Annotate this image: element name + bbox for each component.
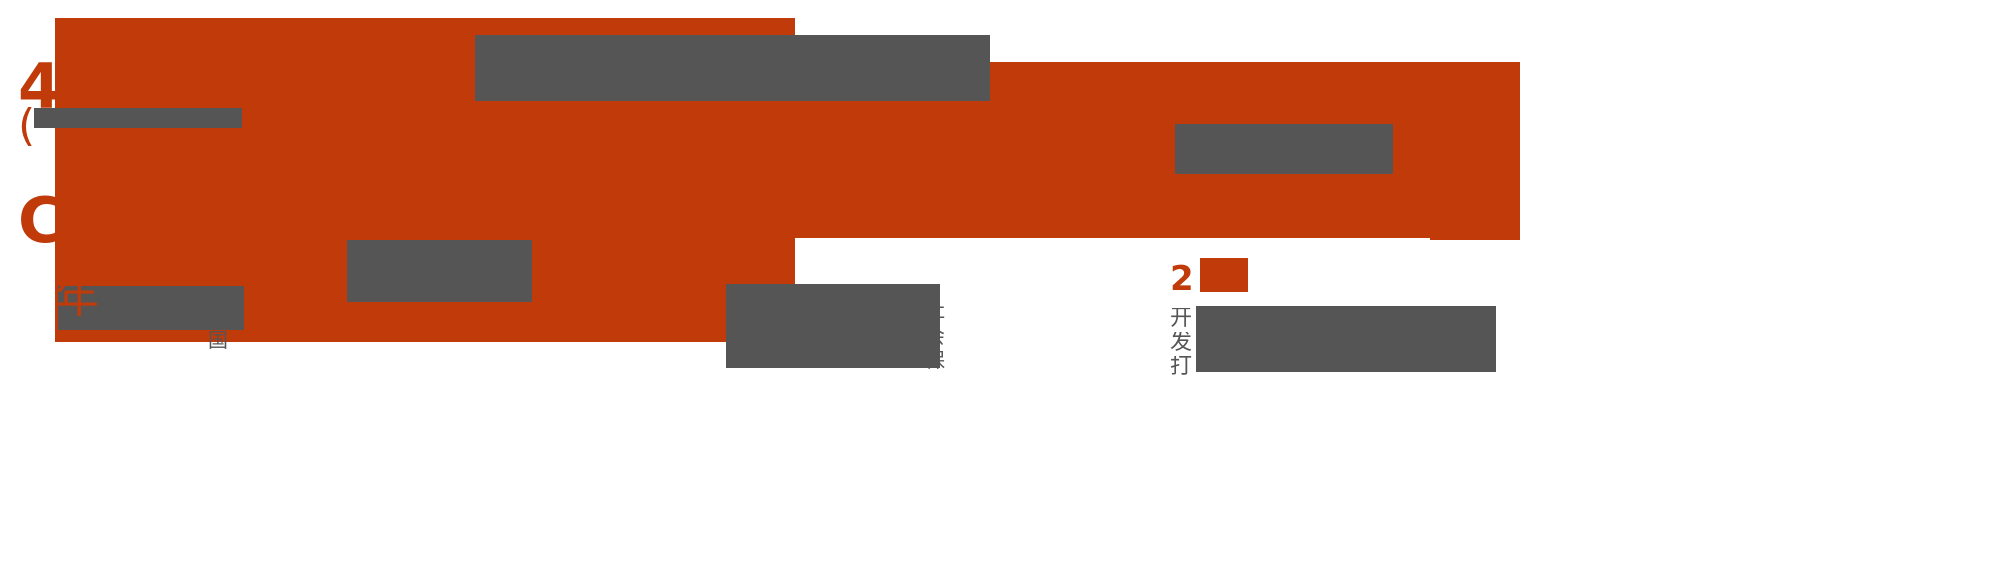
text-fragment-bottom-center-3: 保 — [925, 350, 945, 370]
text-fragment-bottom-center-1: 社 — [925, 300, 945, 320]
text-fragment-left-of-gray-2: 国 — [208, 330, 228, 350]
orange-redaction-block-year — [1200, 258, 1248, 292]
gray-redaction-block-mid-left — [347, 240, 532, 302]
gray-redaction-block-right-upper — [1175, 124, 1393, 174]
text-fragment-center-3: 及 — [790, 86, 807, 103]
white-notch-right — [1120, 238, 1430, 250]
right-column-body-line-3: 打 — [1170, 356, 1193, 378]
text-fragment-center-2: 年 — [790, 62, 807, 79]
orange-redaction-block-right-tab — [1430, 215, 1520, 240]
text-fragment-bottom-center-2: 会 — [925, 326, 945, 346]
text-fragment-left-d: 年 — [55, 276, 99, 320]
text-fragment-left-b: ( — [18, 104, 36, 148]
right-column-heading: 2 — [1170, 262, 1194, 296]
text-fragment-center-1: 三 — [790, 38, 807, 55]
text-fragment-left-a: 4 — [18, 56, 62, 118]
gray-redaction-block-left-rule — [34, 108, 242, 128]
gray-redaction-block-bottom-left — [58, 286, 244, 330]
text-fragment-left-of-gray-1: 社 — [208, 302, 228, 322]
right-column-body-line-1: 开 — [1170, 308, 1193, 330]
gray-redaction-block-top-center — [475, 35, 990, 101]
gray-redaction-block-right-body — [1196, 306, 1496, 372]
gray-redaction-block-bottom-center — [726, 284, 940, 368]
text-fragment-left-c: C — [18, 190, 64, 252]
right-column-body-line-2: 发 — [1170, 332, 1193, 354]
